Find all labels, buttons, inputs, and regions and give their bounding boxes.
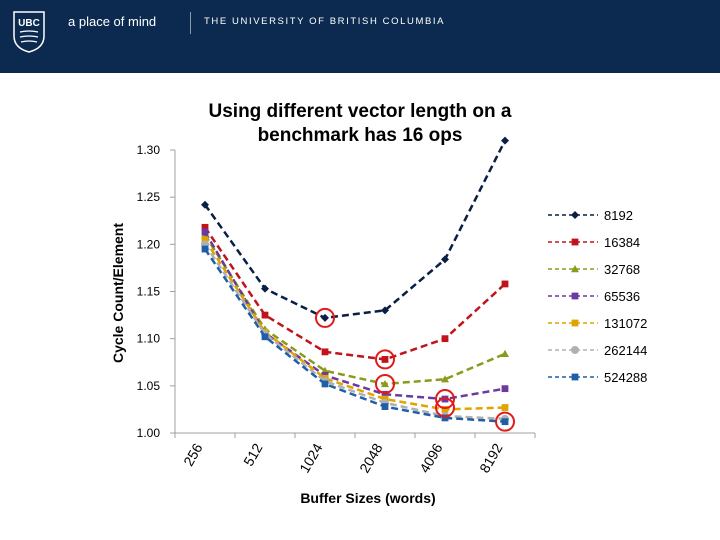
tagline: a place of mind <box>68 14 157 29</box>
legend-marker <box>571 292 579 300</box>
data-point <box>381 403 389 410</box>
y-tick-label: 1.00 <box>137 426 161 440</box>
legend-marker <box>571 211 579 219</box>
highlight-circle <box>435 397 455 418</box>
legend-label: 32768 <box>604 262 640 277</box>
y-tick-label: 1.15 <box>137 285 161 299</box>
data-point <box>501 404 509 411</box>
y-tick-label: 1.05 <box>137 379 161 393</box>
legend-marker <box>571 346 579 354</box>
legend-item: 524288 <box>548 370 647 385</box>
legend-item: 65536 <box>548 289 640 304</box>
legend-item: 32768 <box>548 262 640 277</box>
legend-marker <box>571 373 579 381</box>
data-point <box>501 349 509 357</box>
data-point <box>441 414 449 422</box>
university-name: THE UNIVERSITY OF BRITISH COLUMBIA <box>204 16 446 27</box>
data-point <box>321 313 329 322</box>
data-point <box>501 280 509 288</box>
x-tick-label: 8192 <box>476 440 506 475</box>
y-tick-label: 1.20 <box>137 237 161 251</box>
y-tick-label: 1.30 <box>137 143 161 157</box>
legend-marker <box>571 238 579 246</box>
data-point <box>381 379 389 388</box>
legend-marker <box>571 319 579 327</box>
data-point <box>381 306 389 315</box>
page-header: UBC a place of mind THE UNIVERSITY OF BR… <box>0 0 720 73</box>
data-point <box>501 136 509 145</box>
x-axis-label: Buffer Sizes (words) <box>300 490 435 506</box>
data-point <box>201 245 209 253</box>
series-line <box>203 231 506 401</box>
series-line <box>203 238 506 411</box>
y-tick-label: 1.25 <box>137 190 161 204</box>
data-point <box>201 223 209 231</box>
data-point <box>501 385 509 393</box>
data-point <box>201 200 209 209</box>
data-point <box>261 311 269 319</box>
legend-item: 262144 <box>548 343 647 358</box>
legend-label: 131072 <box>604 316 647 331</box>
chart-title-line-1: Using different vector length on a <box>208 101 512 122</box>
legend-marker <box>571 265 579 273</box>
series-layer <box>201 136 509 426</box>
legend-label: 524288 <box>604 370 647 385</box>
series-line <box>203 234 506 386</box>
y-tick-label: 1.10 <box>137 332 161 346</box>
series-line <box>203 226 506 361</box>
data-point <box>441 335 449 343</box>
legend-label: 262144 <box>604 343 647 358</box>
data-point <box>201 236 209 244</box>
data-point <box>201 228 209 236</box>
axes: 1.00 1.05 1.10 1.15 1.20 1.25 1.30 256 512 1024 20… <box>137 143 536 475</box>
ubc-logo: UBC <box>13 11 45 53</box>
highlight-circle <box>375 373 395 394</box>
highlight-circle <box>315 307 335 328</box>
data-point <box>321 380 329 388</box>
legend: 8192 16384 32768 65536 131072 262144 524288 <box>548 208 647 385</box>
x-tick-label: 4096 <box>416 440 446 475</box>
series-8192 <box>201 136 509 322</box>
highlight-layer <box>315 307 515 432</box>
series-524288 <box>201 245 509 426</box>
data-point <box>441 406 449 413</box>
logo-text: UBC <box>18 18 40 29</box>
legend-label: 65536 <box>604 289 640 304</box>
legend-item: 131072 <box>548 316 647 331</box>
legend-item: 16384 <box>548 235 640 250</box>
highlight-circle <box>495 411 515 432</box>
y-axis-label: Cycle Count/Element <box>110 223 126 363</box>
legend-label: 16384 <box>604 235 640 250</box>
data-point <box>441 375 449 383</box>
data-point <box>381 390 389 398</box>
x-tick-label: 512 <box>240 440 266 468</box>
data-point <box>381 356 389 363</box>
chart-title-line-2: benchmark has 16 ops <box>257 125 463 146</box>
data-point <box>261 333 269 341</box>
series-line <box>203 248 506 423</box>
legend-item: 8192 <box>548 208 633 223</box>
legend-label: 8192 <box>604 208 633 223</box>
series-line <box>203 243 506 421</box>
series-16384 <box>201 223 509 363</box>
x-tick-label: 2048 <box>356 440 386 475</box>
data-point <box>261 284 269 293</box>
data-point <box>501 418 509 426</box>
highlight-circle <box>375 349 395 370</box>
x-tick-label: 1024 <box>296 440 326 475</box>
x-tick-label: 256 <box>180 440 206 468</box>
series-line <box>203 140 507 320</box>
highlight-circle <box>435 389 455 410</box>
chart-title: Using different vector length on a bench… <box>160 100 560 148</box>
data-point <box>441 255 449 264</box>
data-point <box>321 348 329 356</box>
header-divider <box>190 12 191 34</box>
